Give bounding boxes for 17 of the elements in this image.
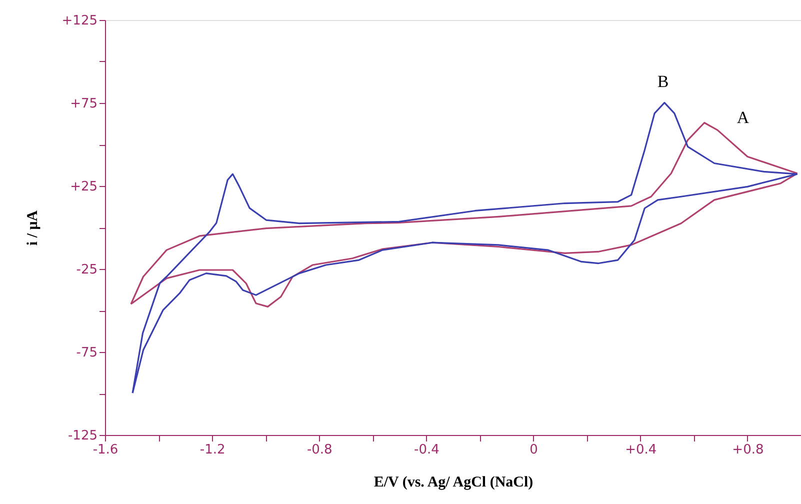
x-tick-label: +0.4 [625, 442, 657, 458]
y-tick-label: +75 [70, 96, 98, 112]
y-tick-label: -25 [76, 262, 98, 278]
y-tick-label: +25 [70, 180, 98, 194]
y-tick-label: -125 [68, 428, 98, 444]
x-tick-label: -0.8 [306, 442, 332, 458]
x-tick-label: -1.6 [92, 442, 118, 458]
x-tick-label: 0 [530, 442, 538, 458]
x-axis-title: E/V (vs. Ag/ AgCl (NaCl) [374, 474, 534, 490]
annotation: A [736, 108, 750, 127]
annotation: B [657, 72, 669, 91]
x-tick-label: -0.4 [414, 442, 440, 458]
y-axis-title: i / μA [24, 210, 41, 246]
y-tick-label: +125 [62, 14, 98, 28]
x-tick-label: +0.8 [732, 442, 764, 458]
x-tick-label: -1.2 [200, 442, 226, 458]
y-tick-label: -75 [76, 346, 98, 360]
